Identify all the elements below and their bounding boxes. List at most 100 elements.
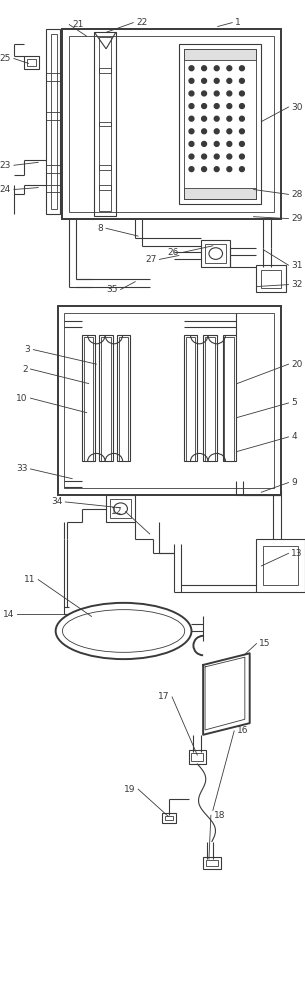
Text: 10: 10 (16, 394, 27, 403)
Circle shape (239, 78, 244, 83)
Circle shape (189, 66, 194, 71)
Bar (203, 857, 221, 869)
Bar (23, 56, 39, 69)
Circle shape (202, 116, 206, 121)
Circle shape (202, 129, 206, 134)
Bar (206, 860, 218, 866)
Circle shape (227, 141, 232, 146)
Bar (82, 335, 95, 461)
Text: 9: 9 (291, 478, 297, 487)
Text: 35: 35 (106, 285, 118, 294)
Circle shape (189, 91, 194, 96)
Circle shape (239, 116, 244, 121)
Circle shape (189, 167, 194, 172)
Circle shape (202, 141, 206, 146)
Bar (95, 32, 116, 216)
Bar (184, 49, 257, 199)
Text: 14: 14 (2, 610, 14, 619)
Bar (69, 36, 274, 212)
Text: 13: 13 (291, 549, 303, 558)
Text: 25: 25 (0, 54, 11, 63)
Text: 1: 1 (235, 18, 241, 27)
Text: 30: 30 (291, 103, 303, 112)
Circle shape (227, 104, 232, 109)
Bar (201, 240, 230, 267)
Circle shape (227, 78, 232, 83)
Bar (99, 185, 111, 190)
Bar (261, 270, 281, 288)
Polygon shape (203, 653, 250, 735)
Bar (46, 73, 59, 81)
Text: 12: 12 (111, 507, 123, 516)
Text: 18: 18 (214, 811, 225, 820)
Bar (99, 122, 111, 126)
Bar (58, 306, 281, 495)
Circle shape (214, 129, 219, 134)
Text: 32: 32 (291, 280, 303, 289)
Circle shape (239, 104, 244, 109)
Circle shape (227, 91, 232, 96)
Bar (192, 753, 203, 761)
Circle shape (189, 154, 194, 159)
Circle shape (189, 78, 194, 83)
Circle shape (214, 91, 219, 96)
Bar (184, 49, 257, 60)
Circle shape (202, 66, 206, 71)
Bar (205, 244, 226, 263)
Text: 23: 23 (0, 161, 11, 170)
Bar (99, 165, 111, 170)
Bar (186, 337, 196, 461)
Text: 28: 28 (291, 190, 303, 199)
Text: 15: 15 (259, 639, 271, 648)
Circle shape (214, 141, 219, 146)
Circle shape (239, 66, 244, 71)
Bar (162, 813, 176, 823)
Bar (179, 44, 261, 204)
Text: 17: 17 (158, 692, 169, 701)
Bar (46, 112, 59, 120)
Text: 33: 33 (16, 464, 27, 473)
Text: 5: 5 (291, 398, 297, 407)
Text: 34: 34 (51, 497, 63, 506)
Bar (263, 546, 298, 585)
Bar (46, 165, 59, 173)
Circle shape (189, 116, 194, 121)
Text: 2: 2 (22, 365, 27, 374)
Circle shape (214, 167, 219, 172)
Text: 21: 21 (72, 20, 84, 29)
Circle shape (214, 66, 219, 71)
Bar (27, 59, 36, 66)
Text: 31: 31 (291, 261, 303, 270)
Circle shape (214, 116, 219, 121)
Text: 24: 24 (0, 185, 11, 194)
Text: 27: 27 (145, 255, 156, 264)
Text: 16: 16 (237, 726, 249, 735)
Bar (205, 337, 215, 461)
Bar (184, 335, 197, 461)
Bar (63, 29, 281, 219)
Bar (188, 750, 206, 764)
Circle shape (227, 167, 232, 172)
Bar (117, 335, 130, 461)
Circle shape (239, 91, 244, 96)
Bar (257, 539, 305, 592)
Bar (184, 188, 257, 199)
Circle shape (202, 154, 206, 159)
Text: 19: 19 (124, 785, 135, 794)
Bar (51, 34, 57, 209)
Bar (101, 337, 111, 461)
Bar (46, 29, 59, 214)
Circle shape (214, 104, 219, 109)
Bar (119, 337, 128, 461)
Bar (84, 337, 94, 461)
Text: 26: 26 (167, 248, 179, 257)
Text: 3: 3 (25, 345, 31, 354)
Bar (165, 816, 173, 820)
Circle shape (239, 167, 244, 172)
Circle shape (202, 167, 206, 172)
Text: 11: 11 (24, 575, 35, 584)
Text: 29: 29 (291, 214, 303, 223)
Circle shape (189, 129, 194, 134)
Bar (99, 335, 113, 461)
Circle shape (227, 129, 232, 134)
